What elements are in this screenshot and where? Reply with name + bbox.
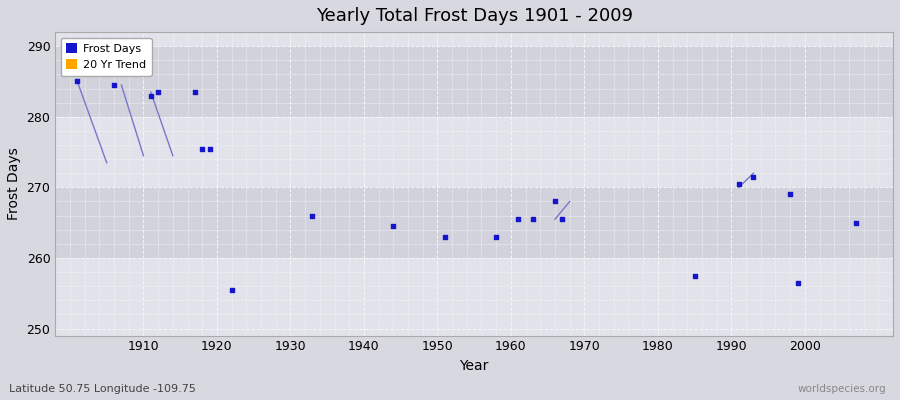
Legend: Frost Days, 20 Yr Trend: Frost Days, 20 Yr Trend xyxy=(61,38,152,76)
Point xyxy=(144,92,158,99)
Y-axis label: Frost Days: Frost Days xyxy=(7,148,21,220)
Text: worldspecies.org: worldspecies.org xyxy=(798,384,886,394)
Point xyxy=(526,216,540,222)
Point xyxy=(732,181,746,187)
Point xyxy=(70,78,85,85)
Bar xyxy=(55,46,893,117)
Point xyxy=(555,216,570,222)
Bar xyxy=(55,187,893,258)
Text: Latitude 50.75 Longitude -109.75: Latitude 50.75 Longitude -109.75 xyxy=(9,384,196,394)
Point xyxy=(188,89,202,95)
Point xyxy=(790,280,805,286)
Point xyxy=(386,223,400,230)
X-axis label: Year: Year xyxy=(460,359,489,373)
Point xyxy=(688,272,702,279)
Point xyxy=(437,234,452,240)
Point xyxy=(548,198,562,205)
Point xyxy=(511,216,526,222)
Point xyxy=(783,191,797,198)
Point xyxy=(849,220,863,226)
Point xyxy=(195,145,210,152)
Point xyxy=(489,234,503,240)
Point xyxy=(305,212,320,219)
Title: Yearly Total Frost Days 1901 - 2009: Yearly Total Frost Days 1901 - 2009 xyxy=(316,7,633,25)
Point xyxy=(202,145,217,152)
Point xyxy=(224,286,238,293)
Point xyxy=(107,82,122,88)
Point xyxy=(151,89,166,95)
Point xyxy=(746,174,760,180)
